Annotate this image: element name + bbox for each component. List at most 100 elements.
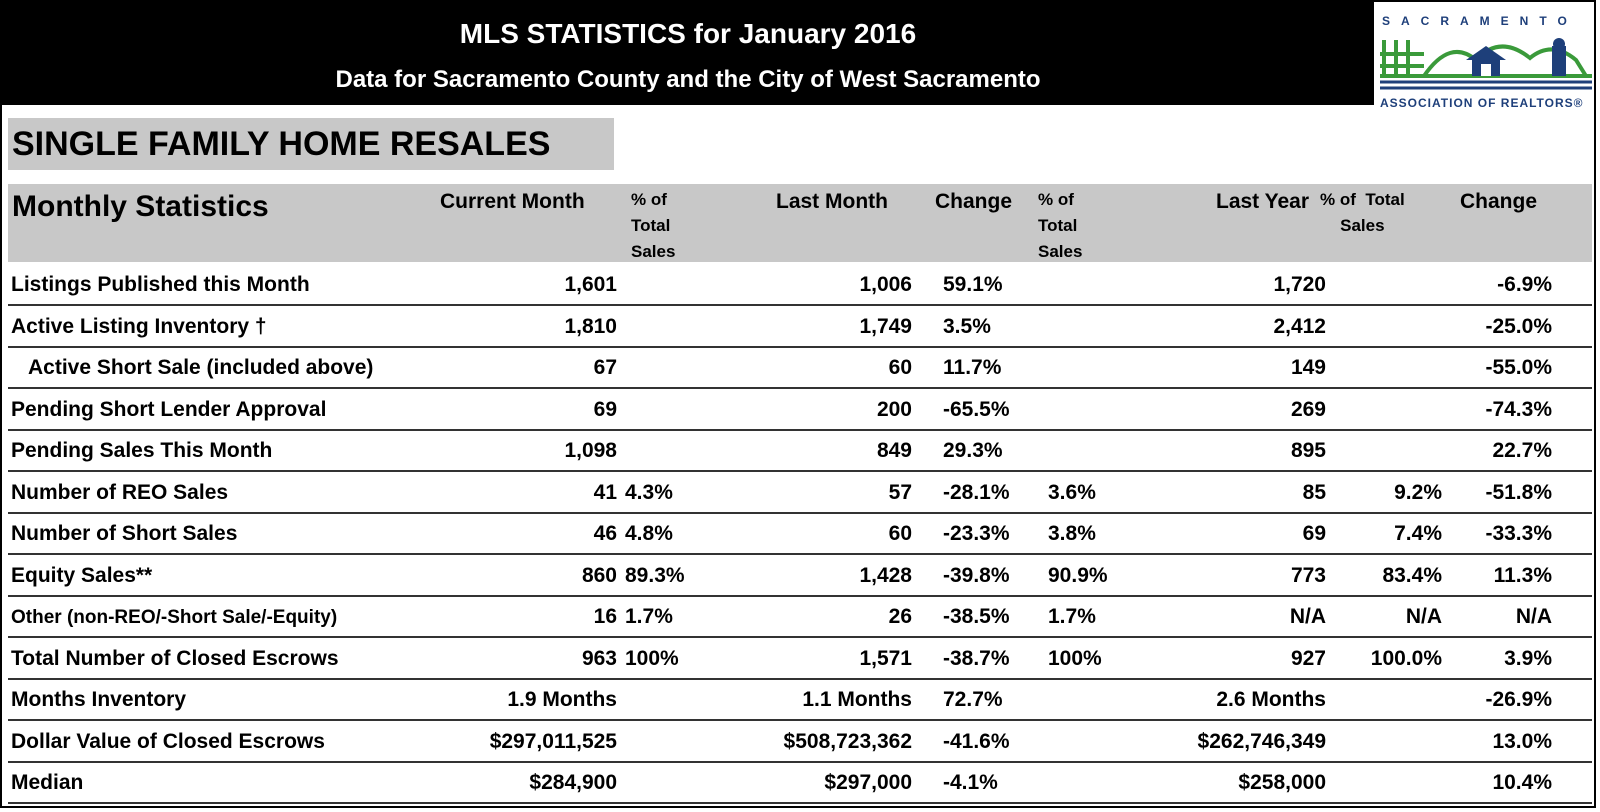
last-year-pct: N/A xyxy=(1405,605,1442,628)
logo-bottom-text: ASSOCIATION OF REALTORS® xyxy=(1380,96,1584,110)
table-row: Total Number of Closed Escrows 963 100% 1,5… xyxy=(8,638,1592,680)
logo-top-text: SACRAMENTO xyxy=(1382,14,1578,28)
last-month-pct: 3.8% xyxy=(1048,522,1096,545)
row-label: Active Listing Inventory † xyxy=(11,314,267,338)
month-change-value: 59.1% xyxy=(943,273,1003,296)
row-label: Total Number of Closed Escrows xyxy=(11,646,339,670)
last-month-value: 1,428 xyxy=(859,563,912,587)
current-month-pct: 4.8% xyxy=(625,522,673,545)
year-change-value: 22.7% xyxy=(1492,439,1552,462)
current-month-value: 1.9 Months xyxy=(507,688,617,711)
year-change-value: -74.3% xyxy=(1485,397,1552,421)
last-month-value: 1.1 Months xyxy=(802,688,912,711)
current-month-value: 860 xyxy=(581,563,617,587)
section-title: SINGLE FAMILY HOME RESALES xyxy=(8,118,614,170)
year-change-value: -26.9% xyxy=(1485,688,1552,711)
last-month-value: 1,749 xyxy=(859,314,912,338)
current-month-value: 1,098 xyxy=(564,439,617,462)
last-year-value: 927 xyxy=(1290,646,1326,670)
table-row: Months Inventory 1.9 Months 1.1 Months 72.7… xyxy=(8,679,1592,721)
col-header-current-month: Current Month xyxy=(440,190,585,213)
current-month-pct: 100% xyxy=(625,646,679,670)
table-row: Equity Sales** 860 89.3% 1,428 -39.8% 90.9% 77… xyxy=(8,555,1592,597)
last-year-pct: 100.0% xyxy=(1370,646,1442,670)
month-change-value: -65.5% xyxy=(943,397,1010,421)
last-year-value: 85 xyxy=(1302,480,1326,504)
current-month-value: 1,810 xyxy=(564,314,617,338)
last-month-pct: 1.7% xyxy=(1048,605,1096,628)
month-change-value: -38.5% xyxy=(943,605,1010,628)
year-change-value: -33.3% xyxy=(1485,522,1552,545)
last-year-value: 149 xyxy=(1290,356,1326,379)
month-change-value: 3.5% xyxy=(943,314,991,338)
last-month-pct: 3.6% xyxy=(1048,480,1096,504)
current-month-value: 69 xyxy=(593,397,617,421)
last-year-value: 2.6 Months xyxy=(1216,688,1326,711)
skyline-logo-icon xyxy=(1380,38,1592,90)
current-month-pct: 4.3% xyxy=(625,480,673,504)
last-year-value: $258,000 xyxy=(1238,771,1326,794)
month-change-value: -23.3% xyxy=(943,522,1010,545)
month-change-value: -4.1% xyxy=(943,771,998,794)
last-month-value: 1,006 xyxy=(859,273,912,296)
row-label: Median xyxy=(11,771,84,794)
table-row: Number of Short Sales 46 4.8% 60 -23.3% 3.8% 6… xyxy=(8,513,1592,555)
last-month-value: 200 xyxy=(876,397,912,421)
last-month-pct: 90.9% xyxy=(1048,563,1108,587)
month-change-value: 72.7% xyxy=(943,688,1003,711)
year-change-value: 10.4% xyxy=(1492,771,1552,794)
row-label: Equity Sales** xyxy=(11,563,153,587)
year-change-value: 13.0% xyxy=(1492,729,1552,753)
last-year-pct: 83.4% xyxy=(1382,563,1442,587)
table-row: Other (non-REO/-Short Sale/-Equity) 16 1.7… xyxy=(8,596,1592,638)
last-month-value: 1,571 xyxy=(859,646,912,670)
row-label: Dollar Value of Closed Escrows xyxy=(11,729,325,753)
current-month-pct: 1.7% xyxy=(625,605,673,628)
last-year-value: 269 xyxy=(1290,397,1326,421)
year-change-value: -25.0% xyxy=(1485,314,1552,338)
last-month-value: 26 xyxy=(888,605,912,628)
last-year-value: 895 xyxy=(1290,439,1326,462)
last-month-value: 60 xyxy=(888,356,912,379)
col-header-change-month: Change xyxy=(935,190,1013,213)
last-month-value: 60 xyxy=(888,522,912,545)
row-label: Pending Short Lender Approval xyxy=(11,397,327,421)
col-header-pct-total-current: % of Total Sales xyxy=(631,190,676,261)
row-label: Listings Published this Month xyxy=(11,273,310,296)
year-change-value: N/A xyxy=(1515,605,1552,628)
table-row: Number of REO Sales 41 4.3% 57 -28.1% 3.6% 85 9… xyxy=(8,472,1592,514)
row-label: Active Short Sale (included above) xyxy=(28,356,374,379)
row-label: Number of Short Sales xyxy=(11,522,238,545)
month-change-value: -28.1% xyxy=(943,480,1010,504)
month-change-value: -39.8% xyxy=(943,563,1010,587)
month-change-value: -38.7% xyxy=(943,646,1010,670)
current-month-pct: 89.3% xyxy=(625,563,685,587)
table-row: Active Short Sale (included above) 67 60 11… xyxy=(8,347,1592,389)
current-month-value: $297,011,525 xyxy=(489,729,617,753)
last-year-value: N/A xyxy=(1289,605,1326,628)
current-month-value: 16 xyxy=(593,605,617,628)
current-month-value: 1,601 xyxy=(564,273,617,296)
current-month-value: 46 xyxy=(593,522,617,545)
last-year-value: 2,412 xyxy=(1273,314,1326,338)
col-header-change-year: Change xyxy=(1460,190,1538,213)
month-change-value: -41.6% xyxy=(943,729,1010,753)
last-year-value: $262,746,349 xyxy=(1197,729,1326,753)
current-month-value: 41 xyxy=(593,480,617,504)
month-change-value: 11.7% xyxy=(943,356,1002,379)
col-header-label: Monthly Statistics xyxy=(12,190,269,223)
table-header: Monthly Statistics Current Month % of To… xyxy=(8,184,1592,262)
last-year-value: 1,720 xyxy=(1273,273,1326,296)
association-logo: SACRAMENTO ASSOCIATI xyxy=(1374,2,1594,115)
last-month-pct: 100% xyxy=(1048,646,1102,670)
last-year-value: 69 xyxy=(1302,522,1326,545)
year-change-value: -55.0% xyxy=(1485,356,1552,379)
year-change-value: -6.9% xyxy=(1497,273,1552,296)
table-row: Active Listing Inventory † 1,810 1,749 3.5%… xyxy=(8,306,1592,348)
row-label: Months Inventory xyxy=(11,688,187,711)
col-header-last-month: Last Month xyxy=(776,190,888,213)
table-row: Listings Published this Month 1,601 1,006 5… xyxy=(8,264,1592,306)
last-month-value: $508,723,362 xyxy=(783,729,912,753)
year-change-value: 3.9% xyxy=(1504,646,1552,670)
col-header-last-year: Last Year xyxy=(1216,190,1310,213)
